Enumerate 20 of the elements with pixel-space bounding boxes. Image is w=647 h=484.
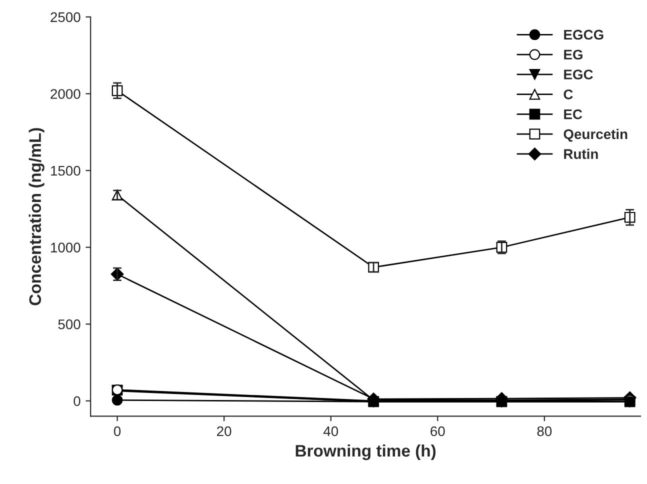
y-tick-label: 1000 <box>51 242 80 252</box>
x-tick-label: 60 <box>430 426 445 436</box>
legend-label: EG <box>564 50 582 60</box>
y-tick-label: 2500 <box>50 12 80 22</box>
x-tick-label: 0 <box>114 426 121 436</box>
x-tick-label: 80 <box>537 426 552 436</box>
y-tick-label: 0 <box>74 396 80 406</box>
x-tick-label: 40 <box>323 426 338 436</box>
y-axis-title: Concentration (ng/mL) <box>28 128 44 306</box>
y-tick-label: 2000 <box>50 89 80 99</box>
legend-label: EGCG <box>564 30 604 40</box>
x-tick-label: 20 <box>217 426 232 436</box>
y-tick-label: 500 <box>58 319 80 330</box>
legend-label: EC <box>564 109 582 120</box>
y-tick-label: 1500 <box>51 166 80 176</box>
legend-label: EGC <box>564 70 593 80</box>
legend-label: C <box>564 89 573 100</box>
x-axis-title: Browning time (h) <box>296 444 436 460</box>
legend-label: Rutin <box>564 148 598 159</box>
legend-label: Qeurcetin <box>564 128 628 142</box>
